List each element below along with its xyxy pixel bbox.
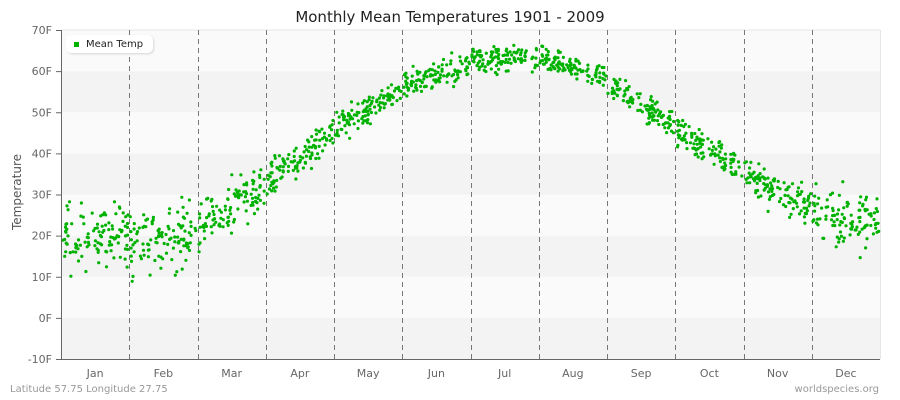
source-link[interactable]: worldspecies.org [794, 384, 879, 395]
svg-text:40F: 40F [32, 147, 52, 160]
svg-text:20F: 20F [32, 230, 52, 243]
svg-text:Sep: Sep [631, 367, 652, 380]
y-axis-ticks: -10F 0F 10F 20F 30F 40F 50F 60F 70F [28, 24, 61, 366]
svg-text:Nov: Nov [767, 367, 789, 380]
svg-text:Jan: Jan [86, 367, 104, 380]
svg-text:Oct: Oct [700, 367, 720, 380]
svg-text:Feb: Feb [154, 367, 173, 380]
svg-text:10F: 10F [32, 271, 52, 284]
legend-swatch-icon [74, 41, 79, 47]
location-caption: Latitude 57.75 Longitude 27.75 [10, 384, 168, 395]
svg-text:0F: 0F [39, 312, 52, 325]
svg-text:Jul: Jul [497, 367, 511, 380]
legend-label: Mean Temp [86, 38, 144, 50]
svg-text:Aug: Aug [562, 367, 583, 380]
svg-text:70F: 70F [32, 24, 52, 37]
svg-text:May: May [357, 367, 380, 380]
svg-text:30F: 30F [32, 189, 52, 202]
svg-text:60F: 60F [32, 65, 52, 78]
data-points [60, 43, 881, 283]
x-axis-ticks: Jan Feb Mar Apr May Jun Jul Aug Sep Oct Nov Dec [86, 367, 857, 380]
chart-title: Monthly Mean Temperatures 1901 - 2009 [295, 8, 605, 26]
svg-text:Dec: Dec [835, 367, 856, 380]
svg-text:Jun: Jun [427, 367, 445, 380]
axes [61, 30, 880, 360]
background-bands [61, 29, 881, 359]
svg-text:50F: 50F [32, 106, 52, 119]
svg-text:-10F: -10F [28, 353, 52, 366]
svg-text:Apr: Apr [290, 367, 310, 380]
legend: Mean Temp [66, 35, 154, 53]
month-separators [129, 30, 813, 359]
svg-text:Mar: Mar [221, 367, 242, 380]
